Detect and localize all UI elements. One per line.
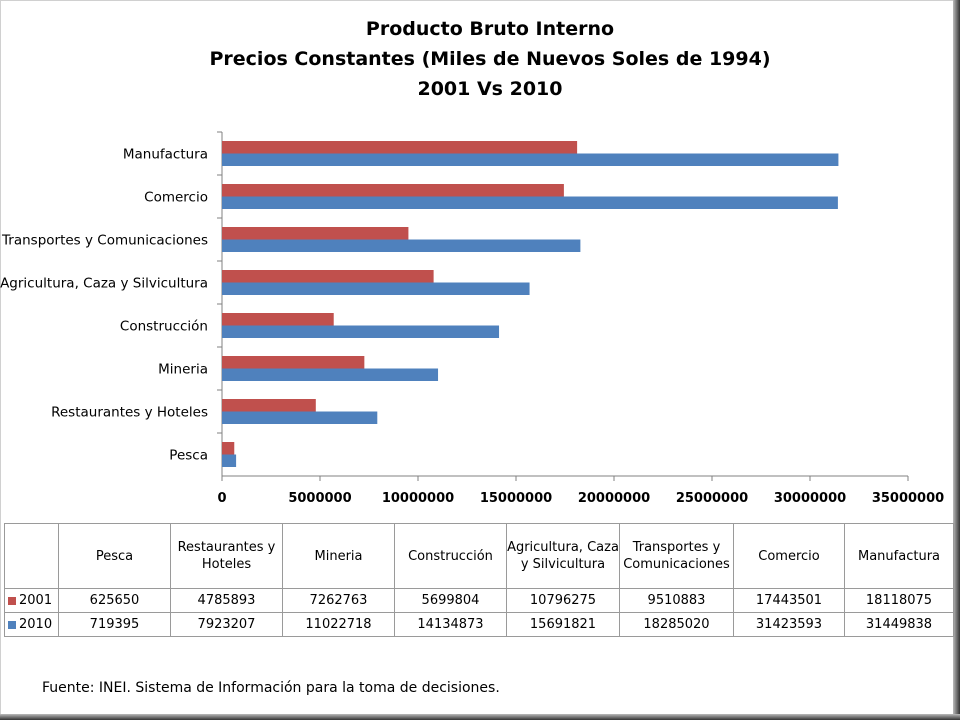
bar-2010 bbox=[222, 196, 838, 209]
bar-2001 bbox=[222, 313, 334, 326]
x-tick-label: 5000000 bbox=[288, 491, 351, 506]
table-row-2010: 2010 719395 7923207 11022718 14134873 15… bbox=[4, 612, 954, 637]
category-label: Manufactura bbox=[123, 147, 208, 163]
x-tick-label: 15000000 bbox=[480, 491, 552, 506]
table-cell: 31449838 bbox=[844, 612, 954, 637]
x-tick-label: 0 bbox=[217, 491, 226, 506]
chart-title: Producto Bruto Interno Precios Constante… bbox=[180, 14, 800, 104]
table-header-cell: Agricultura, Caza y Silvicultura bbox=[506, 523, 620, 589]
legend-swatch-2001 bbox=[8, 596, 16, 605]
table-cell: 11022718 bbox=[282, 612, 395, 637]
table-cell: 625650 bbox=[58, 588, 171, 613]
table-cell: 10796275 bbox=[506, 588, 620, 613]
table-header-cell: Mineria bbox=[282, 523, 395, 589]
table-header-cell: Construcción bbox=[394, 523, 507, 589]
table-cell: 5699804 bbox=[394, 588, 507, 613]
chart-title-line-2: Precios Constantes (Miles de Nuevos Sole… bbox=[209, 48, 771, 70]
table-header-cell: Manufactura bbox=[844, 523, 954, 589]
table-header-cell: Pesca bbox=[58, 523, 171, 589]
legend-2001: 2001 bbox=[4, 588, 59, 613]
table-cell: 4785893 bbox=[170, 588, 283, 613]
legend-2010: 2010 bbox=[4, 612, 59, 637]
bar-2010 bbox=[222, 282, 530, 295]
category-label: Pesca bbox=[169, 448, 208, 464]
category-label: Agricultura, Caza y Silvicultura bbox=[0, 276, 208, 292]
bar-2010 bbox=[222, 153, 839, 166]
bar-2001 bbox=[222, 184, 564, 197]
bar-2001 bbox=[222, 270, 434, 283]
category-label: Transportes y Comunicaciones bbox=[1, 233, 208, 249]
table-header-cell: Transportes y Comunicaciones bbox=[619, 523, 734, 589]
bar-2010 bbox=[222, 239, 581, 252]
bar-chart: Pesca Restaurantes y Hoteles Mineria Constr… bbox=[0, 131, 944, 506]
table-cell: 719395 bbox=[58, 612, 171, 637]
category-label: Restaurantes y Hoteles bbox=[51, 405, 208, 421]
table-cell: 9510883 bbox=[619, 588, 734, 613]
bar-2001 bbox=[222, 356, 365, 369]
table-cell: 18285020 bbox=[619, 612, 734, 637]
category-label: Construcción bbox=[120, 319, 208, 335]
table-corner-cell bbox=[4, 523, 59, 589]
bar-2001 bbox=[222, 399, 316, 412]
table-header-cell: Restaurantes y Hoteles bbox=[170, 523, 283, 589]
legend-label-2010: 2010 bbox=[19, 617, 53, 632]
legend-label-2001: 2001 bbox=[19, 593, 53, 608]
bar-2001 bbox=[222, 442, 235, 455]
x-tick-label: 10000000 bbox=[382, 491, 454, 506]
slide-shadow-bottom bbox=[0, 714, 960, 720]
category-label: Mineria bbox=[158, 362, 208, 378]
bar-2010 bbox=[222, 411, 378, 424]
bar-2010 bbox=[222, 368, 439, 381]
legend-swatch-2010 bbox=[8, 620, 16, 629]
bar-2010 bbox=[222, 325, 500, 338]
table-cell: 14134873 bbox=[394, 612, 507, 637]
category-label: Comercio bbox=[144, 190, 208, 206]
table-cell: 31423593 bbox=[733, 612, 845, 637]
table-cell: 7262763 bbox=[282, 588, 395, 613]
bar-2010 bbox=[222, 454, 237, 467]
data-table: Pesca Restaurantes y Hoteles Mineria Con… bbox=[4, 523, 954, 637]
x-tick-label: 25000000 bbox=[676, 491, 748, 506]
table-header-cell: Comercio bbox=[733, 523, 845, 589]
table-cell: 18118075 bbox=[844, 588, 954, 613]
source-note: Fuente: INEI. Sistema de Información par… bbox=[42, 680, 500, 696]
x-tick-label: 30000000 bbox=[774, 491, 846, 506]
table-cell: 7923207 bbox=[170, 612, 283, 637]
x-tick-label: 20000000 bbox=[578, 491, 650, 506]
chart-title-line-1: Producto Bruto Interno bbox=[365, 18, 615, 40]
bar-2001 bbox=[222, 227, 409, 240]
table-row-2001: 2001 625650 4785893 7262763 5699804 1079… bbox=[4, 588, 954, 613]
table-header-row: Pesca Restaurantes y Hoteles Mineria Con… bbox=[4, 523, 954, 589]
chart-title-line-3: 2001 Vs 2010 bbox=[417, 78, 563, 100]
x-tick-label: 35000000 bbox=[872, 491, 944, 506]
table-cell: 15691821 bbox=[506, 612, 620, 637]
table-cell: 17443501 bbox=[733, 588, 845, 613]
bar-2001 bbox=[222, 141, 578, 154]
slide-shadow-right bbox=[953, 0, 960, 720]
